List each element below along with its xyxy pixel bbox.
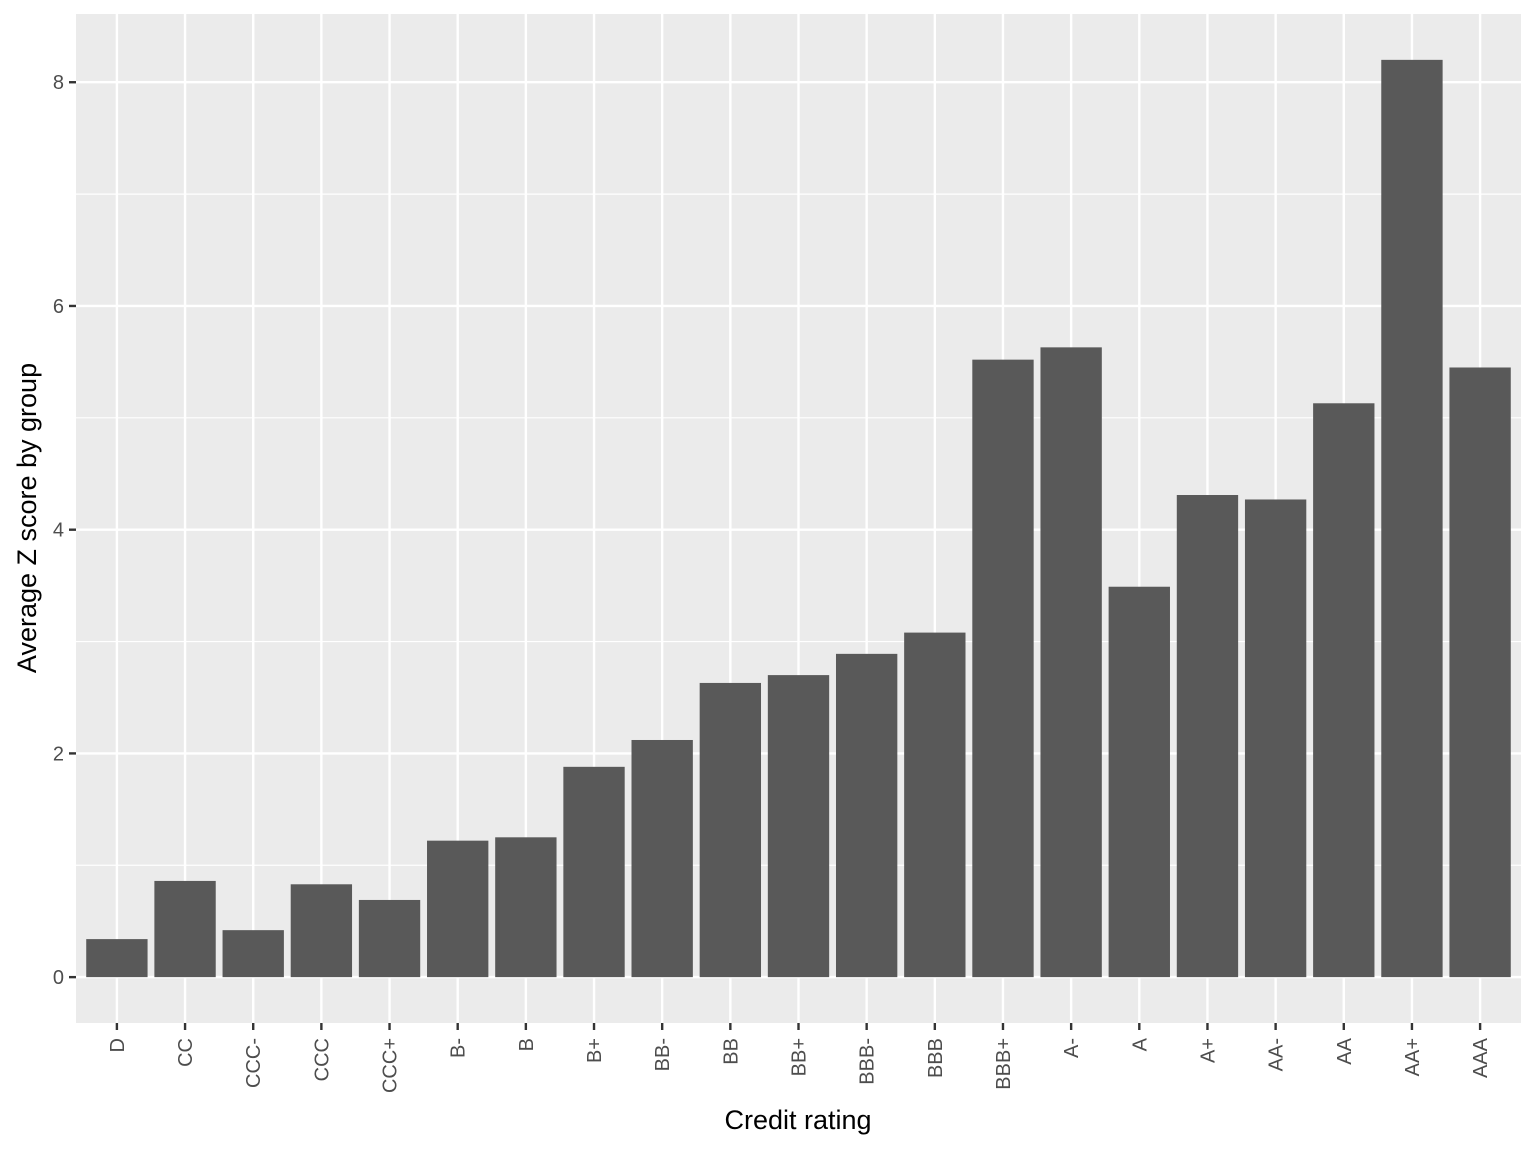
x-tick-label: B+: [584, 1038, 606, 1063]
bar-BBB: [904, 632, 966, 978]
x-tick-label: AA+: [1402, 1038, 1424, 1076]
bar-D: [86, 939, 148, 978]
x-tick-label: B: [516, 1038, 538, 1051]
bar-BB: [699, 682, 762, 978]
y-axis-title: Average Z score by group: [12, 363, 42, 673]
bar-AAA: [1449, 367, 1511, 978]
y-tick-label: 2: [53, 743, 64, 765]
x-tick-label: A+: [1197, 1038, 1219, 1063]
bar-B: [495, 837, 557, 978]
bar-A-: [1040, 347, 1102, 978]
x-tick-label: A: [1129, 1037, 1151, 1051]
y-tick-label: 8: [53, 72, 64, 94]
x-tick-label: D: [107, 1038, 129, 1052]
bar-BBB+: [972, 359, 1034, 978]
bar-BBB-: [835, 653, 898, 978]
x-tick-label: B-: [448, 1038, 470, 1058]
x-axis: D CC CCC- CCC CCC+ B- B B+ BB- BB BB+ BBB- BBB BBB+ A-…: [107, 1023, 1492, 1093]
x-tick-label: A-: [1061, 1038, 1083, 1058]
x-tick-label: BB: [720, 1038, 742, 1065]
x-tick-label: CCC+: [380, 1038, 402, 1093]
x-axis-title: Credit rating: [724, 1105, 871, 1135]
bar-B+: [563, 766, 625, 978]
x-tick-label: BBB-: [857, 1038, 879, 1085]
bar-B-: [427, 840, 489, 978]
x-tick-label: AA-: [1266, 1038, 1288, 1071]
x-tick-label: BBB+: [993, 1038, 1015, 1090]
x-tick-label: BB+: [789, 1038, 811, 1076]
x-tick-label: CCC-: [243, 1038, 265, 1088]
bars: [86, 59, 1511, 978]
x-tick-label: AAA: [1470, 1037, 1492, 1078]
x-tick-label: CC: [175, 1038, 197, 1067]
x-tick-label: CCC: [311, 1038, 333, 1081]
bar-A+: [1176, 495, 1239, 978]
x-tick-label: AA: [1334, 1037, 1356, 1064]
y-tick-label: 6: [53, 296, 64, 318]
bar-BB-: [631, 739, 693, 978]
bar-CC: [154, 880, 216, 978]
y-tick-label: 4: [53, 520, 64, 542]
x-tick-label: BB-: [652, 1038, 674, 1071]
bar-BB+: [767, 675, 830, 978]
bar-AA+: [1381, 59, 1443, 978]
bar-CCC+: [358, 899, 421, 978]
bar-AA-: [1244, 499, 1307, 978]
bar-CCC-: [222, 930, 284, 978]
bar-CCC: [290, 884, 353, 978]
bar-A: [1108, 586, 1170, 978]
y-axis: 0 2 4 6 8: [53, 72, 76, 989]
y-tick-label: 0: [53, 967, 64, 989]
bar-AA: [1313, 403, 1375, 978]
x-tick-label: BBB: [925, 1038, 947, 1078]
